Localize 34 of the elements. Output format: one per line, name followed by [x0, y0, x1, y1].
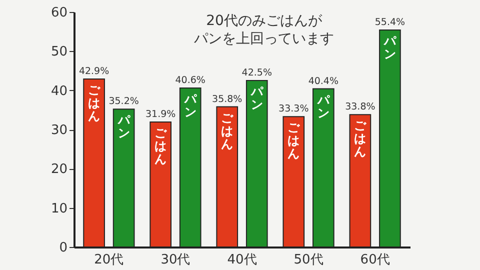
data-label: 40.6%: [175, 74, 206, 86]
annotation: 20代のみごはんが: [206, 13, 323, 29]
x-tick-label: 40代: [227, 252, 257, 268]
y-tick-label: 50: [50, 44, 68, 60]
x-tick-label: 50代: [294, 252, 324, 268]
series-label: パン: [116, 113, 131, 140]
data-label: 33.3%: [278, 104, 309, 115]
y-tick-label: 60: [50, 6, 68, 20]
text: パン: [250, 84, 263, 112]
text: パン: [384, 34, 396, 62]
y-tick-label: 20: [50, 162, 68, 178]
data-label: 35.2%: [108, 96, 139, 108]
data-label: 42.5%: [242, 68, 272, 79]
data-label: 31.9%: [145, 109, 176, 120]
text: ごはん: [288, 120, 300, 161]
y-tick-label: 40: [50, 84, 68, 99]
x-tick-label: 20代: [94, 252, 124, 268]
text: パン: [184, 92, 196, 119]
data-label: 40.4%: [308, 76, 339, 87]
y-tick-label: 30: [50, 123, 68, 138]
x-tick-label: 30代: [160, 252, 190, 268]
data-label: 55.4%: [374, 17, 406, 28]
data-label: 35.8%: [212, 94, 242, 105]
series-label: ごはん: [88, 82, 102, 123]
text: ごはん: [221, 110, 234, 151]
text: ごはん: [354, 118, 366, 159]
y-tick-label: 0: [59, 240, 68, 256]
text: パン: [317, 92, 330, 120]
text: ごはん: [154, 126, 167, 166]
data-label: 42.9%: [78, 66, 110, 77]
x-tick-label: 60代: [360, 252, 390, 268]
annotation: パンを上回っています: [193, 31, 334, 47]
data-label: 33.8%: [345, 102, 376, 113]
y-tick-label: 10: [50, 201, 68, 216]
